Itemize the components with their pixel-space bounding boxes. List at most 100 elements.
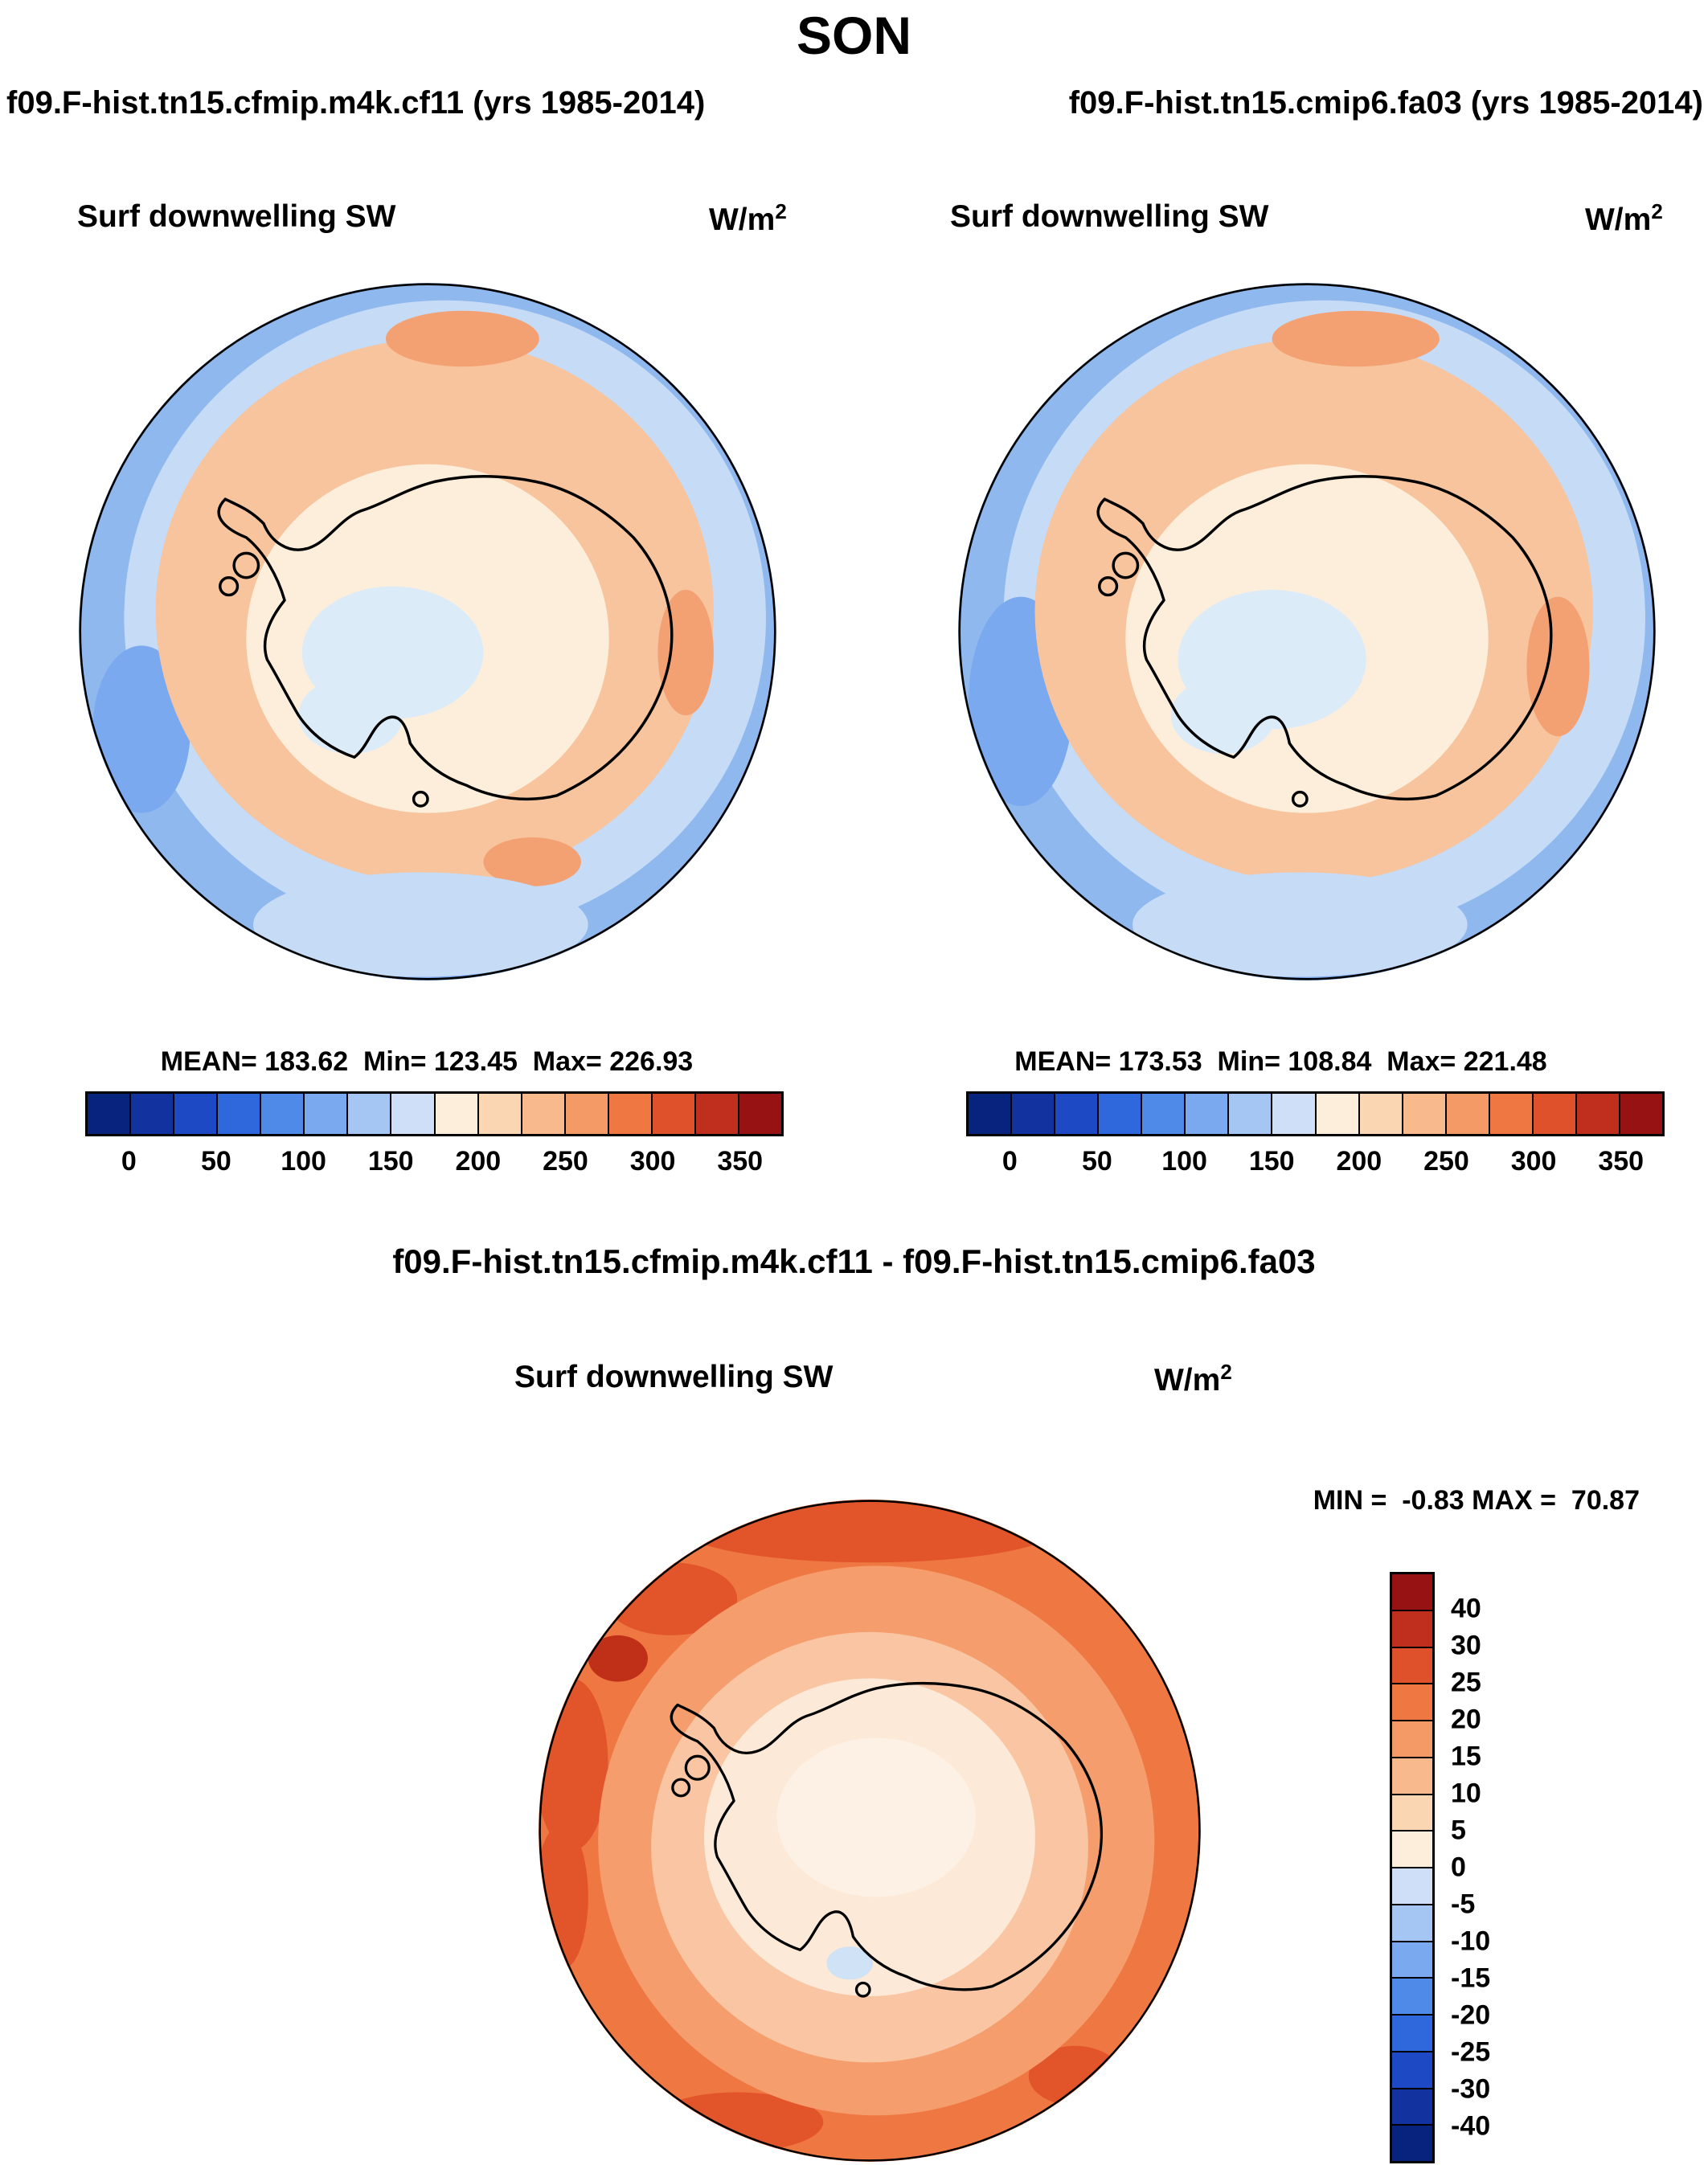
diff-blue-spot [826, 1946, 874, 1980]
colorbar-tick-label: 150 [1248, 1146, 1295, 1177]
island-outline [1291, 790, 1309, 808]
units-base: W/m [1154, 1363, 1221, 1398]
colorbar-segment [303, 1094, 347, 1134]
units-label-right: W/m2 [1585, 199, 1663, 238]
colorbar-tick-label: 250 [1423, 1146, 1469, 1177]
colorbar-tick-label: 150 [367, 1146, 414, 1177]
colorbar-segment [1392, 1756, 1432, 1794]
colorbar-segment [346, 1094, 391, 1134]
colorbar-segment [390, 1094, 434, 1134]
colorbar-ticks-left: 0 50 100 150 200 250 300 350 [85, 1146, 784, 1181]
colorbar-segment [1392, 1574, 1432, 1610]
colorbar-segment [1227, 1094, 1272, 1134]
colorbar-level-label: -20 [1451, 1999, 1491, 2031]
island-outline [684, 1754, 711, 1781]
colorbar-tick-label: 300 [1510, 1146, 1557, 1177]
colorbar-tick-label: 50 [1082, 1146, 1112, 1177]
colorbar-segment [650, 1094, 694, 1134]
stats-line-right: MEAN= 173.53 Min= 108.84 Max= 221.48 [1014, 1046, 1547, 1077]
colorbar-segment [1392, 1830, 1432, 1867]
colorbar-segment [1392, 2124, 1432, 2161]
map-left [79, 283, 776, 980]
colorbar-left [85, 1091, 784, 1136]
colorbar-segment [1618, 1094, 1662, 1134]
colorbar-segment [477, 1094, 521, 1134]
colorbar-segment [563, 1094, 608, 1134]
island-outline [854, 1981, 871, 1998]
colorbar-segment [1392, 1609, 1432, 1647]
colorbar-tick-label: 0 [1001, 1146, 1018, 1177]
difference-title: f09.F-hist.tn15.cfmip.m4k.cf11 - f09.F-h… [392, 1242, 1316, 1280]
colorbar-segment [1392, 2050, 1432, 2088]
colorbar-segment [1401, 1094, 1445, 1134]
colorbar-tick-label: 350 [1598, 1146, 1645, 1177]
colorbar-segment [694, 1094, 738, 1134]
colorbar-segment [1392, 1867, 1432, 1904]
colorbar-right [966, 1091, 1665, 1136]
map-boundary-circle [539, 1500, 1201, 2162]
map-boundary-circle [79, 283, 776, 980]
colorbar-diff [1390, 1572, 1435, 2163]
colorbar-level-label: 15 [1451, 1741, 1481, 1772]
colorbar-segment [129, 1094, 174, 1134]
colorbar-level-label: -5 [1451, 1889, 1476, 1920]
units-base: W/m [1585, 203, 1652, 237]
colorbar-segment [1271, 1094, 1315, 1134]
stats-line-left: MEAN= 183.62 Min= 123.45 Max= 226.93 [160, 1046, 694, 1077]
diff-center-pale [776, 1737, 976, 1897]
colorbar-tick-label: 0 [121, 1146, 137, 1177]
orange-accent [657, 589, 714, 716]
colorbar-level-label: 0 [1451, 1852, 1466, 1883]
antarctica-coastline [1096, 475, 1553, 801]
colorbar-tick-label: 50 [201, 1146, 231, 1177]
colorbar-segment [1141, 1094, 1185, 1134]
colorbar-segment [520, 1094, 564, 1134]
units-base: W/m [709, 203, 776, 237]
colorbar-level-label: 20 [1451, 1704, 1481, 1735]
island-outline [219, 575, 240, 597]
colorbar-segment [173, 1094, 217, 1134]
units-label-diff: W/m2 [1154, 1360, 1232, 1398]
island-outline [232, 551, 260, 579]
island-outline [671, 1778, 691, 1798]
colorbar-level-label: -10 [1451, 1926, 1491, 1957]
colorbar-segment [1392, 1903, 1432, 1941]
colorbar-tick-label: 350 [717, 1146, 764, 1177]
variable-label-diff: Surf downwelling SW [514, 1360, 834, 1394]
colorbar-ticks-right: 0 50 100 150 200 250 300 350 [966, 1146, 1665, 1181]
colorbar-segment [737, 1094, 781, 1134]
colorbar-tick-label: 300 [629, 1146, 676, 1177]
colorbar-segment [969, 1094, 1011, 1134]
island-outline [412, 790, 429, 808]
colorbar-level-label: 30 [1451, 1630, 1481, 1661]
colorbar-level-label: 25 [1451, 1667, 1481, 1698]
stats-line-diff: MIN = -0.83 MAX = 70.87 [1313, 1485, 1640, 1516]
deep-blue-blob [92, 645, 190, 813]
colorbar-segment [1392, 2014, 1432, 2051]
colorbar-segment [1314, 1094, 1358, 1134]
diff-dark-orange-blob [539, 1678, 608, 1851]
antarctica-coastline [670, 1682, 1104, 1991]
colorbar-segment [1097, 1094, 1141, 1134]
colorbar-labels-diff: 40 30 25 20 15 10 5 0 -5 -10 -15 -20 -25 -30 -40 [1451, 1572, 1523, 2163]
blue-bottom-band [1133, 872, 1468, 977]
colorbar-segment [88, 1094, 130, 1134]
orange-accent [385, 310, 539, 367]
colorbar-segment [1010, 1094, 1055, 1134]
colorbar-segment [1392, 1793, 1432, 1831]
orange-accent [1272, 310, 1440, 367]
island-outline [1098, 575, 1119, 597]
antarctica-coastline [217, 475, 674, 801]
colorbar-segment [433, 1094, 477, 1134]
island-outline [1112, 551, 1140, 579]
variable-label-right: Surf downwelling SW [950, 199, 1269, 234]
season-title: SON [796, 6, 912, 65]
colorbar-tick-label: 200 [1336, 1146, 1382, 1177]
colorbar-segment [1392, 1683, 1432, 1720]
map-boundary-circle [958, 283, 1656, 980]
colorbar-level-label: -15 [1451, 1962, 1491, 1994]
colorbar-level-label: 40 [1451, 1593, 1481, 1624]
blue-bottom-band [253, 872, 588, 977]
colorbar-tick-label: 100 [281, 1146, 326, 1177]
